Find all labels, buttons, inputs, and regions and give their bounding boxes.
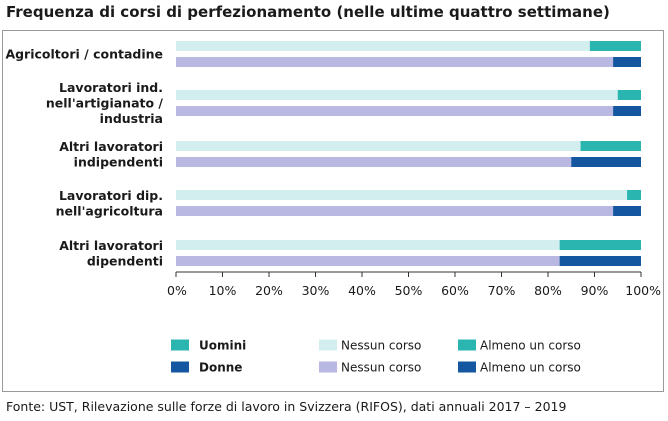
x-tick-label-6: 60% [441, 283, 469, 298]
bar-women-some-1 [613, 106, 641, 116]
legend-entry-donne-1: Almeno un corso [480, 361, 581, 375]
bar-women-none-0 [176, 57, 614, 67]
category-label-line: nell'artigianato / [46, 96, 164, 111]
bar-women-none-3 [176, 206, 614, 216]
bar-women-none-4 [176, 256, 560, 266]
legend-swatch-uomini [171, 339, 189, 351]
category-label-0: Agricoltori / contadine [5, 47, 163, 62]
legend-swatch-uomini-1 [458, 339, 476, 351]
chart-frame: Agricoltori / contadine Lavoratori ind. ne… [2, 30, 664, 392]
x-tick-label-5: 50% [395, 283, 423, 298]
x-tick-label-4: 40% [348, 283, 376, 298]
bar-women-some-2 [571, 157, 641, 167]
bar-women-some-3 [613, 206, 641, 216]
bar-women-some-4 [559, 256, 641, 266]
category-label-line: Lavoratori dip. [59, 188, 163, 203]
x-tick-label-3: 30% [302, 283, 330, 298]
bar-men-none-2 [176, 141, 581, 151]
source-note: Fonte: UST, Rilevazione sulle forze di l… [6, 399, 567, 414]
bar-men-some-0 [589, 41, 641, 51]
legend-entry-donne-0: Nessun corso [341, 361, 421, 375]
category-label-line: dipendenti [87, 253, 163, 268]
legend-swatch-uomini-0 [319, 339, 337, 351]
x-tick-label-7: 70% [488, 283, 516, 298]
legend-entry-uomini-0: Nessun corso [341, 339, 421, 353]
x-tick-label-8: 80% [534, 283, 562, 298]
category-label-4: Altri lavoratori dipendenti [59, 238, 163, 269]
category-label-line: nell'agricoltura [56, 203, 163, 218]
category-label-2: Altri lavoratori indipendenti [59, 139, 163, 170]
x-tick-label-9: 90% [581, 283, 609, 298]
category-label-line: Lavoratori ind. [59, 80, 163, 95]
bar-women-some-0 [613, 57, 641, 67]
bar-men-none-1 [176, 90, 618, 100]
legend-group-uomini: Uomini [199, 339, 246, 353]
bar-women-none-2 [176, 157, 572, 167]
category-label-line: industria [100, 111, 163, 126]
bar-men-some-3 [627, 190, 641, 200]
bar-men-some-1 [617, 90, 641, 100]
bar-men-none-0 [176, 41, 590, 51]
x-tick-label-10: 100% [625, 283, 661, 298]
category-label-line: indipendenti [74, 154, 163, 169]
category-label-line: Agricoltori / contadine [5, 47, 163, 62]
bar-men-some-2 [580, 141, 641, 151]
x-tick-label-1: 10% [209, 283, 237, 298]
x-tick-label-0: 0% [167, 283, 187, 298]
legend-entry-uomini-1: Almeno un corso [480, 339, 581, 353]
bar-men-none-3 [176, 190, 628, 200]
x-tick-label-2: 20% [255, 283, 283, 298]
legend-swatch-donne-0 [319, 361, 337, 373]
chart-title: Frequenza di corsi di perfezionamento (n… [6, 3, 610, 21]
category-label-3: Lavoratori dip. nell'agricoltura [56, 188, 163, 219]
category-label-line: Altri lavoratori [59, 139, 163, 154]
legend-group-donne: Donne [199, 361, 242, 375]
bar-men-none-4 [176, 240, 560, 250]
category-label-line: Altri lavoratori [59, 238, 163, 253]
legend-swatch-donne-1 [458, 361, 476, 373]
legend-swatch-donne [171, 361, 189, 373]
bar-men-some-4 [559, 240, 641, 250]
bar-women-none-1 [176, 106, 614, 116]
category-label-1: Lavoratori ind. nell'artigianato / industr… [46, 80, 164, 126]
